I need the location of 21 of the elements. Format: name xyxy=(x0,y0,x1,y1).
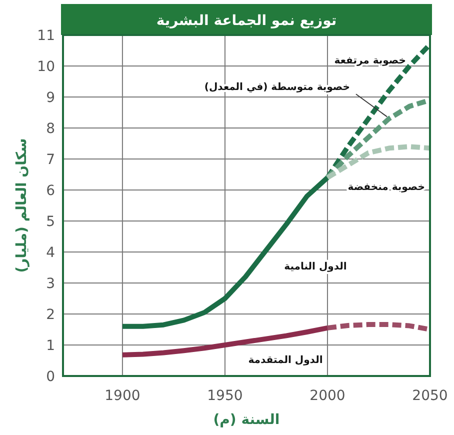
x-tick-label: 1950 xyxy=(207,388,243,404)
chart-title: توزيع نمو الجماعة البشرية xyxy=(156,13,337,29)
y-axis-title: سكان العالم (مليار) xyxy=(14,138,30,273)
x-axis-title: السنة (م) xyxy=(213,412,280,428)
y-tick-label: 1 xyxy=(46,338,55,354)
y-tick-label: 3 xyxy=(46,276,55,292)
x-tick-label: 2000 xyxy=(310,388,346,404)
y-tick-label: 6 xyxy=(46,183,56,199)
y-tick-label: 9 xyxy=(46,90,55,106)
x-tick-label: 2050 xyxy=(412,388,448,404)
y-tick-label: 8 xyxy=(46,121,55,137)
y-tick-label: 10 xyxy=(37,59,55,75)
series-label: الدول المتقدمة xyxy=(248,354,323,366)
y-tick-label: 4 xyxy=(46,245,56,261)
y-tick-label: 11 xyxy=(37,28,55,44)
y-tick-label: 2 xyxy=(46,307,55,323)
series-label: خصوبة مرتفعة xyxy=(334,55,406,66)
y-tick-label: 0 xyxy=(46,369,55,385)
y-tick-label: 5 xyxy=(46,214,55,230)
y-tick-label: 7 xyxy=(46,152,55,168)
x-tick-label: 1900 xyxy=(104,388,140,404)
